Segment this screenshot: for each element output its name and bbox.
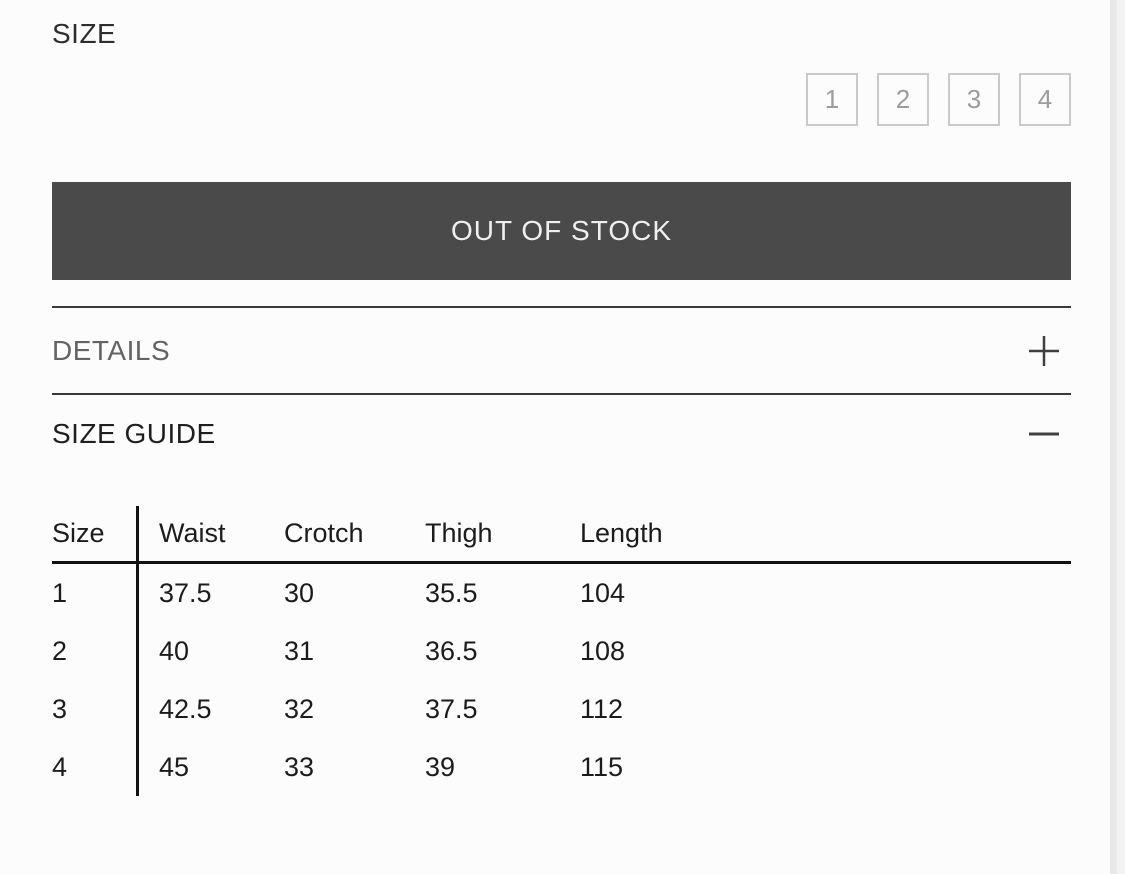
cell-waist: 37.5 <box>159 577 212 608</box>
cell-crotch: 32 <box>284 693 315 724</box>
size-option-4[interactable]: 4 <box>1019 73 1071 126</box>
cell-waist: 40 <box>159 635 190 666</box>
size-option-3[interactable]: 3 <box>948 73 1000 126</box>
divider <box>52 306 1071 308</box>
cell-length: 112 <box>580 693 624 724</box>
cell-thigh: 35.5 <box>425 577 478 608</box>
size-option-1[interactable]: 1 <box>806 73 858 126</box>
size-section-label: SIZE <box>52 18 117 49</box>
cell-size: 1 <box>52 577 68 608</box>
column-header-length: Length <box>580 518 663 548</box>
out-of-stock-button[interactable]: OUT OF STOCK <box>52 182 1071 280</box>
cell-size: 2 <box>52 635 68 666</box>
cell-waist: 45 <box>159 751 190 782</box>
size-guide-accordion-label: SIZE GUIDE <box>52 418 216 449</box>
size-guide-table: Size Waist Crotch Thigh Length 1 37.5 30… <box>52 506 1071 796</box>
cell-crotch: 33 <box>284 751 315 782</box>
minus-icon[interactable] <box>1027 417 1061 451</box>
details-accordion-label: DETAILS <box>52 334 171 366</box>
table-row: 1 37.5 30 35.5 104 <box>52 564 1071 622</box>
column-header-size: Size <box>52 518 105 548</box>
table-header-row: Size Waist Crotch Thigh Length <box>52 506 1071 564</box>
cell-thigh: 37.5 <box>425 693 478 724</box>
cell-thigh: 36.5 <box>425 635 478 666</box>
column-header-thigh: Thigh <box>425 518 493 548</box>
size-guide-accordion-header[interactable]: SIZE GUIDE <box>52 395 1071 473</box>
scrollbar-track[interactable] <box>1107 0 1125 874</box>
column-header-waist: Waist <box>159 518 226 548</box>
size-options-row: 1 2 3 4 <box>52 73 1071 126</box>
cell-length: 104 <box>580 577 626 608</box>
table-vertical-rule <box>136 506 139 796</box>
table-row: 2 40 31 36.5 108 <box>52 622 1071 680</box>
cell-crotch: 30 <box>284 577 315 608</box>
size-option-2[interactable]: 2 <box>877 73 929 126</box>
column-header-crotch: Crotch <box>284 518 364 548</box>
cell-crotch: 31 <box>284 635 315 666</box>
cell-size: 4 <box>52 751 68 782</box>
cell-size: 3 <box>52 693 68 724</box>
cell-length: 115 <box>580 751 624 782</box>
cell-waist: 42.5 <box>159 693 212 724</box>
cell-length: 108 <box>580 635 626 666</box>
table-row: 3 42.5 32 37.5 112 <box>52 680 1071 738</box>
table-row: 4 45 33 39 115 <box>52 738 1071 796</box>
plus-icon[interactable] <box>1027 334 1061 368</box>
details-accordion-header[interactable]: DETAILS <box>52 308 1071 393</box>
divider <box>52 393 1071 395</box>
cell-thigh: 39 <box>425 751 456 782</box>
